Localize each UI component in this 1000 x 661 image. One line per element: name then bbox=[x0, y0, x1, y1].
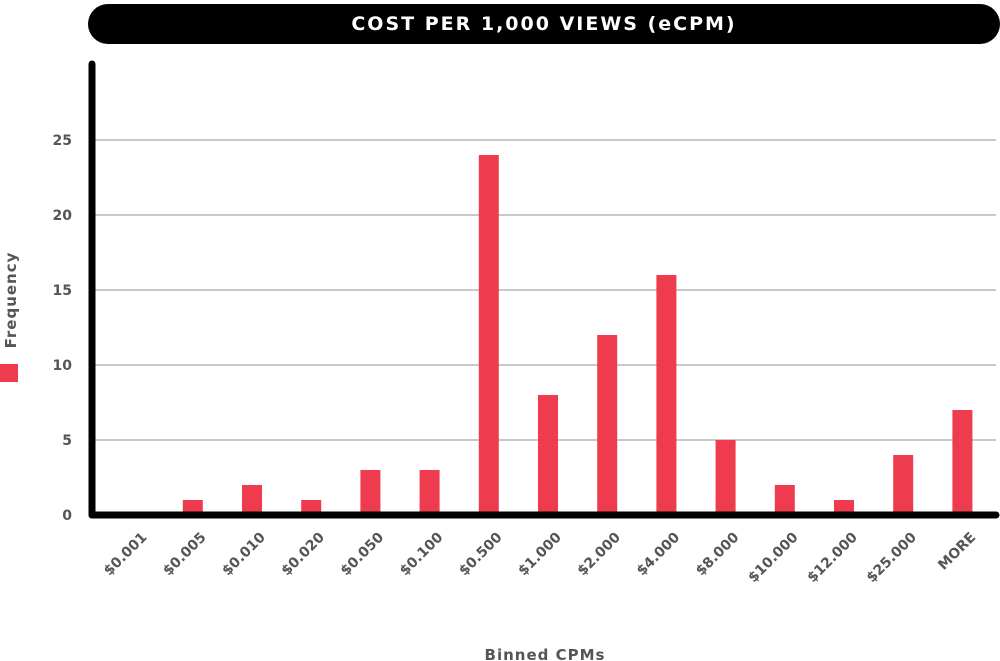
bar bbox=[656, 275, 677, 515]
legend-swatch bbox=[0, 364, 18, 382]
y-tick-label: 0 bbox=[62, 508, 72, 524]
bar bbox=[952, 410, 973, 515]
y-tick-label: 25 bbox=[53, 133, 72, 149]
bar bbox=[538, 395, 558, 515]
bar bbox=[478, 155, 499, 515]
x-tick-label: $0.020 bbox=[279, 529, 329, 579]
x-tick-label: $1.000 bbox=[515, 529, 565, 579]
bar bbox=[715, 440, 736, 515]
x-tick-label: $0.050 bbox=[338, 529, 388, 579]
bar bbox=[360, 470, 381, 515]
x-tick-label: $0.500 bbox=[456, 529, 506, 579]
bar bbox=[597, 335, 618, 515]
bar bbox=[774, 485, 795, 515]
x-tick-label: $12.000 bbox=[804, 529, 861, 586]
bar bbox=[242, 485, 262, 515]
x-tick-label: $0.100 bbox=[397, 529, 447, 579]
x-tick-label: $2.000 bbox=[575, 529, 625, 579]
x-tick-label: $0.005 bbox=[160, 530, 210, 580]
bar bbox=[893, 455, 914, 515]
y-tick-label: 10 bbox=[53, 358, 73, 374]
bar bbox=[834, 500, 854, 515]
y-tick-label: 5 bbox=[62, 433, 72, 449]
x-tick-label: $25.000 bbox=[864, 529, 921, 586]
y-tick-label: 20 bbox=[53, 208, 73, 224]
x-axis-label: Binned CPMs bbox=[485, 646, 606, 661]
y-tick-label: 15 bbox=[53, 283, 72, 299]
x-tick-label: $4.000 bbox=[634, 529, 684, 579]
x-tick-label: $8.000 bbox=[693, 529, 743, 579]
x-tick-label: $0.010 bbox=[219, 529, 269, 579]
bar bbox=[182, 500, 203, 515]
x-tick-label: MORE bbox=[935, 530, 979, 574]
x-tick-label: $10.000 bbox=[745, 529, 802, 586]
y-axis-label: Frequency bbox=[2, 252, 20, 349]
bar bbox=[419, 470, 440, 515]
chart-title: COST PER 1,000 VIEWS (eCPM) bbox=[88, 4, 1000, 44]
bar bbox=[301, 500, 322, 515]
x-tick-label: $0.001 bbox=[101, 530, 151, 580]
